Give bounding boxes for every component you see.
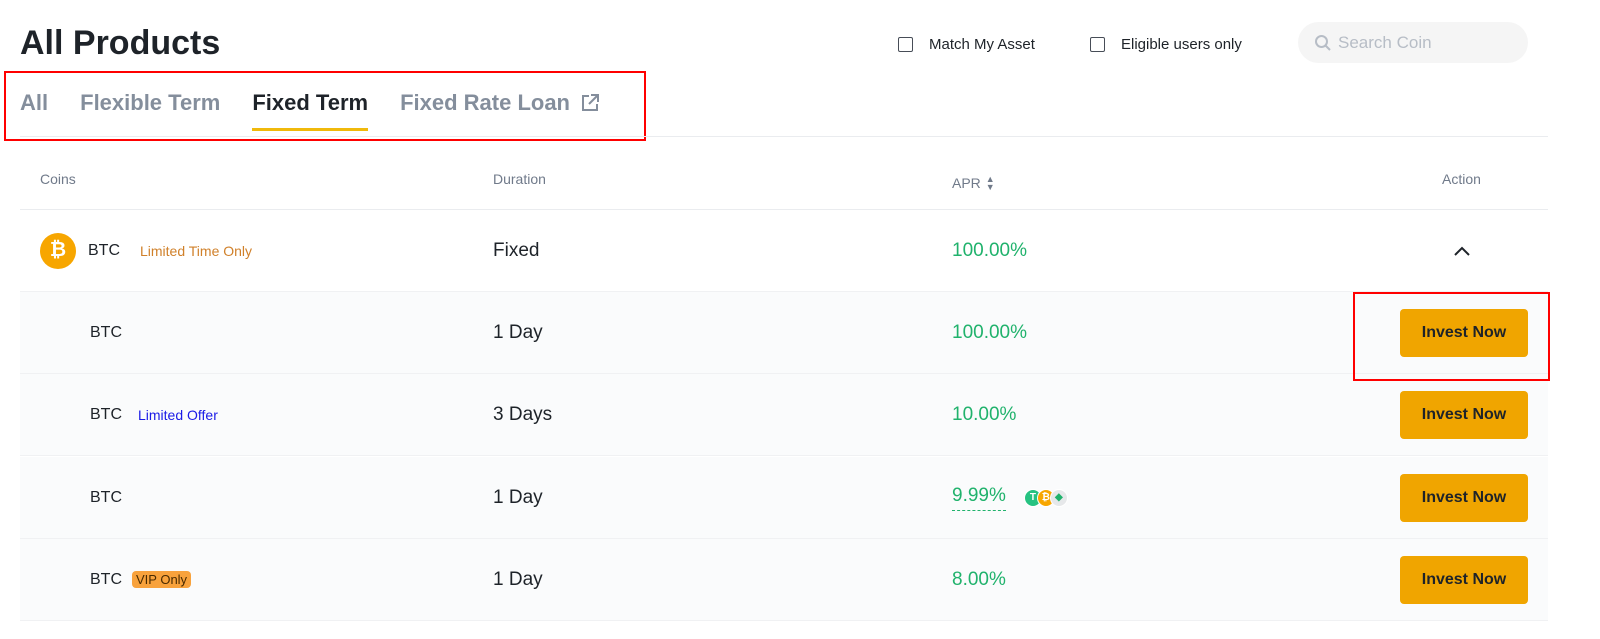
checkbox-box[interactable]	[898, 37, 913, 52]
apr: 10.00%	[952, 403, 1017, 425]
table-row: BTC 1 Day 9.99% T ₿ ◆ Invest Now	[20, 457, 1548, 539]
group-row-btc[interactable]: ₿ BTC Limited Time Only Fixed 100.00%	[20, 210, 1548, 292]
duration: 1 Day	[493, 486, 543, 508]
coin-name: BTC	[90, 488, 122, 506]
column-header-duration: Duration	[493, 171, 546, 187]
table-row: BTC VIP Only 1 Day 8.00% Invest Now	[20, 539, 1548, 621]
duration: 1 Day	[493, 568, 543, 590]
invest-now-button[interactable]: Invest Now	[1400, 474, 1528, 522]
coin-name: BTC	[90, 323, 122, 341]
invest-now-button[interactable]: Invest Now	[1400, 556, 1528, 604]
tab-fixed-rate-loan[interactable]: Fixed Rate Loan	[400, 90, 600, 131]
eth-icon: ◆	[1049, 488, 1068, 507]
tab-label: Fixed Term	[252, 90, 369, 115]
invest-now-button[interactable]: Invest Now	[1400, 391, 1528, 439]
chevron-up-icon[interactable]	[1452, 210, 1472, 291]
reward-icons: T ₿ ◆	[1023, 488, 1068, 507]
tab-label: Fixed Rate Loan	[400, 90, 570, 115]
product-tabs: All Flexible Term Fixed Term Fixed Rate …	[20, 90, 600, 131]
duration: 1 Day	[493, 321, 543, 343]
column-header-action: Action	[1442, 171, 1481, 187]
tab-flexible-term[interactable]: Flexible Term	[80, 90, 220, 131]
limited-offer-tag: Limited Offer	[138, 406, 218, 423]
sort-icon[interactable]: ▲ ▼	[985, 174, 995, 192]
duration: Fixed	[493, 239, 540, 261]
table-row: BTC Limited Offer 3 Days 10.00% Invest No…	[20, 374, 1548, 456]
column-header-coins: Coins	[40, 171, 76, 187]
apr-tooltip[interactable]: 9.99%	[952, 485, 1006, 511]
page-title: All Products	[20, 24, 221, 62]
coin-name: BTC	[90, 570, 122, 588]
checkbox-label: Eligible users only	[1121, 36, 1242, 53]
invest-now-button[interactable]: Invest Now	[1400, 309, 1528, 357]
apr: 100.00%	[952, 239, 1028, 261]
limited-time-tag: Limited Time Only	[140, 242, 253, 259]
checkbox-box[interactable]	[1090, 37, 1105, 52]
match-my-asset-checkbox[interactable]: Match My Asset	[898, 36, 1035, 53]
table-row: BTC 1 Day 100.00% Invest Now	[20, 292, 1548, 374]
external-link-icon	[582, 94, 599, 111]
search-icon	[1315, 34, 1331, 51]
search-box[interactable]	[1298, 22, 1528, 63]
duration: 3 Days	[493, 403, 553, 425]
tab-label: Flexible Term	[80, 90, 221, 115]
tab-label: All	[20, 90, 49, 115]
apr: 8.00%	[952, 568, 1006, 590]
coin-name: BTC	[90, 405, 122, 423]
apr: 100.00%	[952, 321, 1028, 343]
divider	[20, 136, 1548, 137]
eligible-users-checkbox[interactable]: Eligible users only	[1090, 36, 1242, 53]
column-label: APR	[952, 175, 981, 191]
vip-only-badge: VIP Only	[132, 571, 192, 588]
tab-all[interactable]: All	[20, 90, 48, 131]
btc-icon: ₿	[40, 232, 76, 269]
coin-name: BTC	[88, 241, 120, 259]
divider	[20, 209, 1548, 210]
checkbox-label: Match My Asset	[929, 36, 1035, 53]
column-header-apr[interactable]: APR ▲ ▼	[952, 174, 995, 192]
tab-fixed-term[interactable]: Fixed Term	[252, 90, 368, 131]
search-input[interactable]	[1338, 32, 1518, 53]
